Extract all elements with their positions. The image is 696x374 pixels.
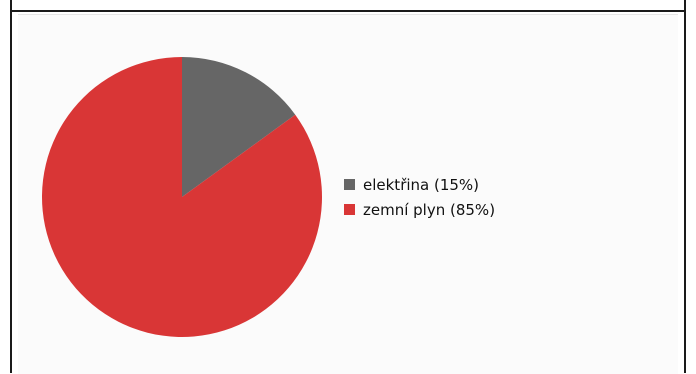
chart-frame: elektřina (15%) zemní plyn (85%) xyxy=(10,0,686,374)
legend-label-0: elektřina (15%) xyxy=(363,176,479,194)
legend-swatch-1 xyxy=(344,204,355,215)
pie-slices xyxy=(41,57,322,337)
header-sliver xyxy=(12,0,684,5)
legend: elektřina (15%) zemní plyn (85%) xyxy=(344,176,495,219)
pie-chart: elektřina (15%) zemní plyn (85%) xyxy=(41,57,495,337)
frame-top-rule xyxy=(12,10,684,12)
legend-label-1: zemní plyn (85%) xyxy=(363,201,495,219)
legend-swatch-0 xyxy=(344,179,355,190)
chart-panel: elektřina (15%) zemní plyn (85%) xyxy=(18,14,678,374)
pie-slice-1 xyxy=(41,57,322,337)
pie-slice-0 xyxy=(182,57,296,197)
